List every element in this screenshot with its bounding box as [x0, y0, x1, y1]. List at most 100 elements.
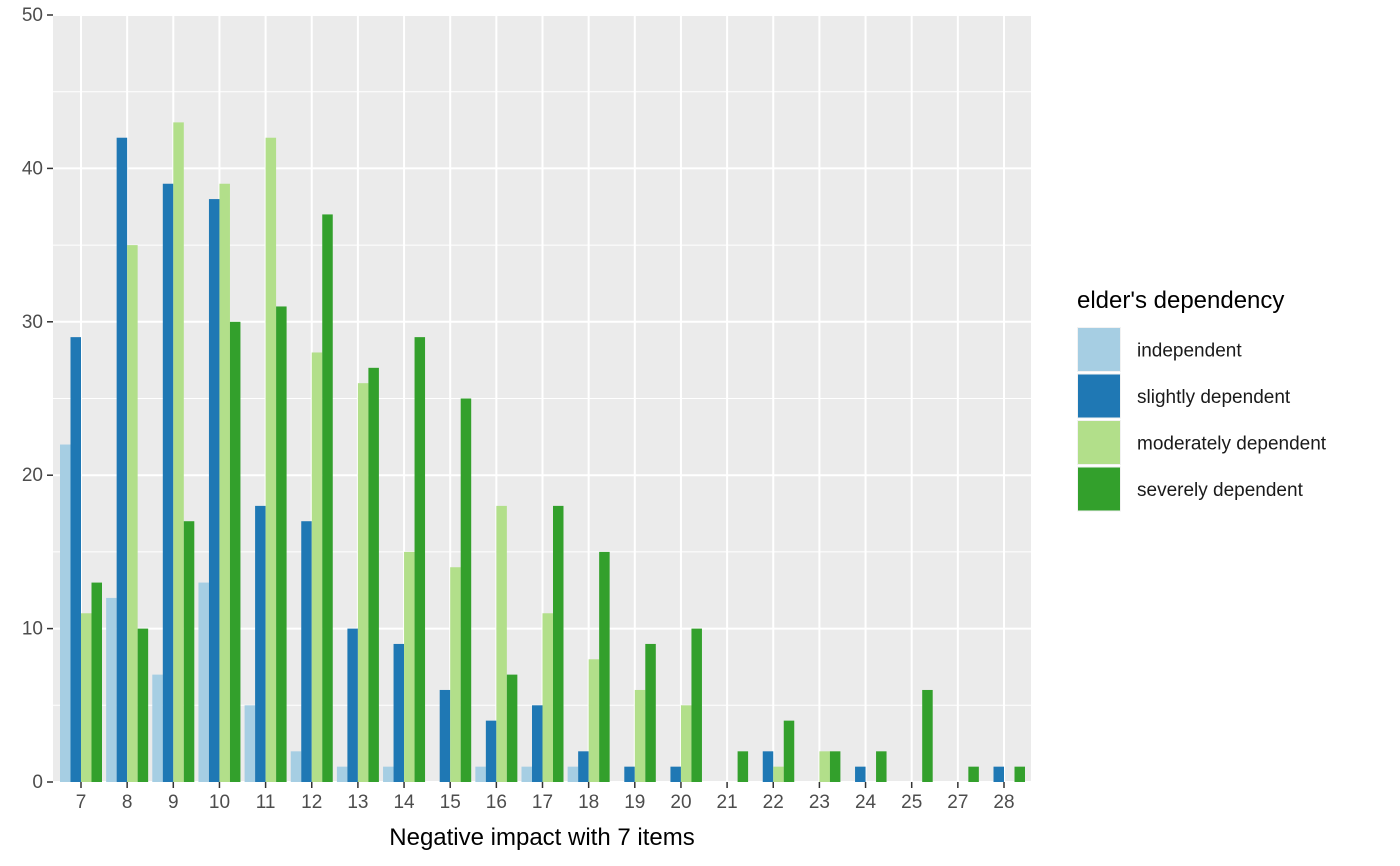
x-tick-label: 12 [301, 792, 322, 813]
bar [876, 751, 887, 782]
y-tick-label: 0 [32, 772, 43, 793]
bar [521, 766, 532, 782]
bar [229, 321, 241, 782]
x-tick-label: 15 [440, 792, 461, 813]
bar [91, 582, 102, 782]
bar [276, 306, 287, 782]
bar [255, 505, 266, 782]
bar [762, 751, 774, 782]
bar [439, 689, 451, 782]
bar [553, 505, 564, 782]
bar [968, 766, 979, 782]
x-tick-label: 8 [122, 792, 133, 813]
legend-label: moderately dependent [1137, 434, 1327, 455]
bar [116, 137, 128, 783]
bar [567, 766, 579, 782]
legend-label: severely dependent [1137, 480, 1304, 501]
x-tick-label: 14 [393, 792, 415, 813]
bar [81, 613, 92, 782]
bar [691, 628, 702, 782]
bar [1014, 766, 1025, 782]
x-tick-label: 20 [670, 792, 691, 813]
bar [219, 183, 230, 783]
x-tick-label: 10 [209, 792, 230, 813]
x-tick-label: 13 [347, 792, 368, 813]
bar [624, 766, 635, 782]
bar [357, 383, 369, 782]
bar [244, 705, 256, 782]
bar [578, 751, 589, 782]
bar [322, 214, 333, 783]
bar [208, 199, 220, 782]
x-tick-label: 22 [763, 792, 784, 813]
bar [127, 245, 138, 783]
bar [532, 705, 543, 782]
x-tick-label: 11 [256, 792, 276, 813]
legend-swatch [1078, 374, 1120, 418]
bar [311, 352, 323, 782]
legend-label: independent [1137, 341, 1242, 362]
bar [599, 551, 610, 782]
x-tick-label: 27 [947, 792, 968, 813]
y-tick-label: 40 [22, 158, 43, 179]
legend-swatch [1078, 328, 1120, 371]
bar [588, 659, 600, 782]
x-tick-label: 18 [578, 792, 599, 813]
bar [183, 521, 195, 782]
bar [922, 689, 933, 782]
bar [152, 674, 163, 782]
bar [475, 766, 486, 782]
bar [393, 643, 405, 782]
bar [290, 751, 302, 782]
bar [450, 567, 461, 782]
y-tick-label: 20 [22, 465, 43, 486]
x-tick-label: 21 [717, 792, 738, 813]
y-tick-label: 10 [22, 619, 43, 640]
bar [368, 367, 379, 782]
bar [60, 444, 71, 782]
bar [645, 643, 656, 782]
bar [829, 751, 841, 782]
x-tick-label: 24 [855, 792, 877, 813]
bar [993, 766, 1004, 782]
bar [265, 137, 277, 783]
bar [137, 628, 149, 782]
legend-swatch [1078, 467, 1120, 511]
x-tick-label: 16 [486, 792, 507, 813]
bar [173, 122, 184, 782]
y-axis: 0 10 20 30 40 50 [22, 5, 53, 793]
bar [506, 674, 518, 782]
bar [634, 689, 646, 782]
bar [404, 551, 415, 782]
x-tick-label: 9 [168, 792, 179, 813]
x-tick-label: 7 [76, 792, 87, 813]
bar [198, 582, 209, 782]
x-tick-label: 25 [901, 792, 922, 813]
bar [680, 705, 692, 782]
y-tick-label: 50 [22, 5, 43, 26]
bar [670, 766, 681, 782]
bar [70, 337, 81, 782]
bar [460, 398, 472, 782]
x-axis: 7 8 9 10 11 12 13 14 15 16 17 18 19 20 21 22 23 24 25 27 28 [76, 782, 1015, 813]
bar [414, 337, 426, 782]
bar [162, 183, 174, 783]
bar [301, 521, 312, 782]
bar [737, 751, 749, 782]
legend-label: slightly dependent [1137, 387, 1291, 408]
legend-title: elder's dependency [1077, 287, 1284, 314]
x-tick-label: 28 [993, 792, 1014, 813]
bar [783, 720, 795, 782]
bar [496, 505, 507, 782]
bar [383, 766, 394, 782]
bar [106, 597, 117, 782]
bar [485, 720, 497, 782]
x-tick-label: 17 [532, 792, 553, 813]
x-tick-label: 23 [809, 792, 830, 813]
bar [773, 766, 784, 782]
legend-swatch [1078, 421, 1120, 464]
x-tick-label: 19 [624, 792, 645, 813]
bars [60, 122, 1025, 783]
y-tick-label: 30 [22, 312, 43, 333]
